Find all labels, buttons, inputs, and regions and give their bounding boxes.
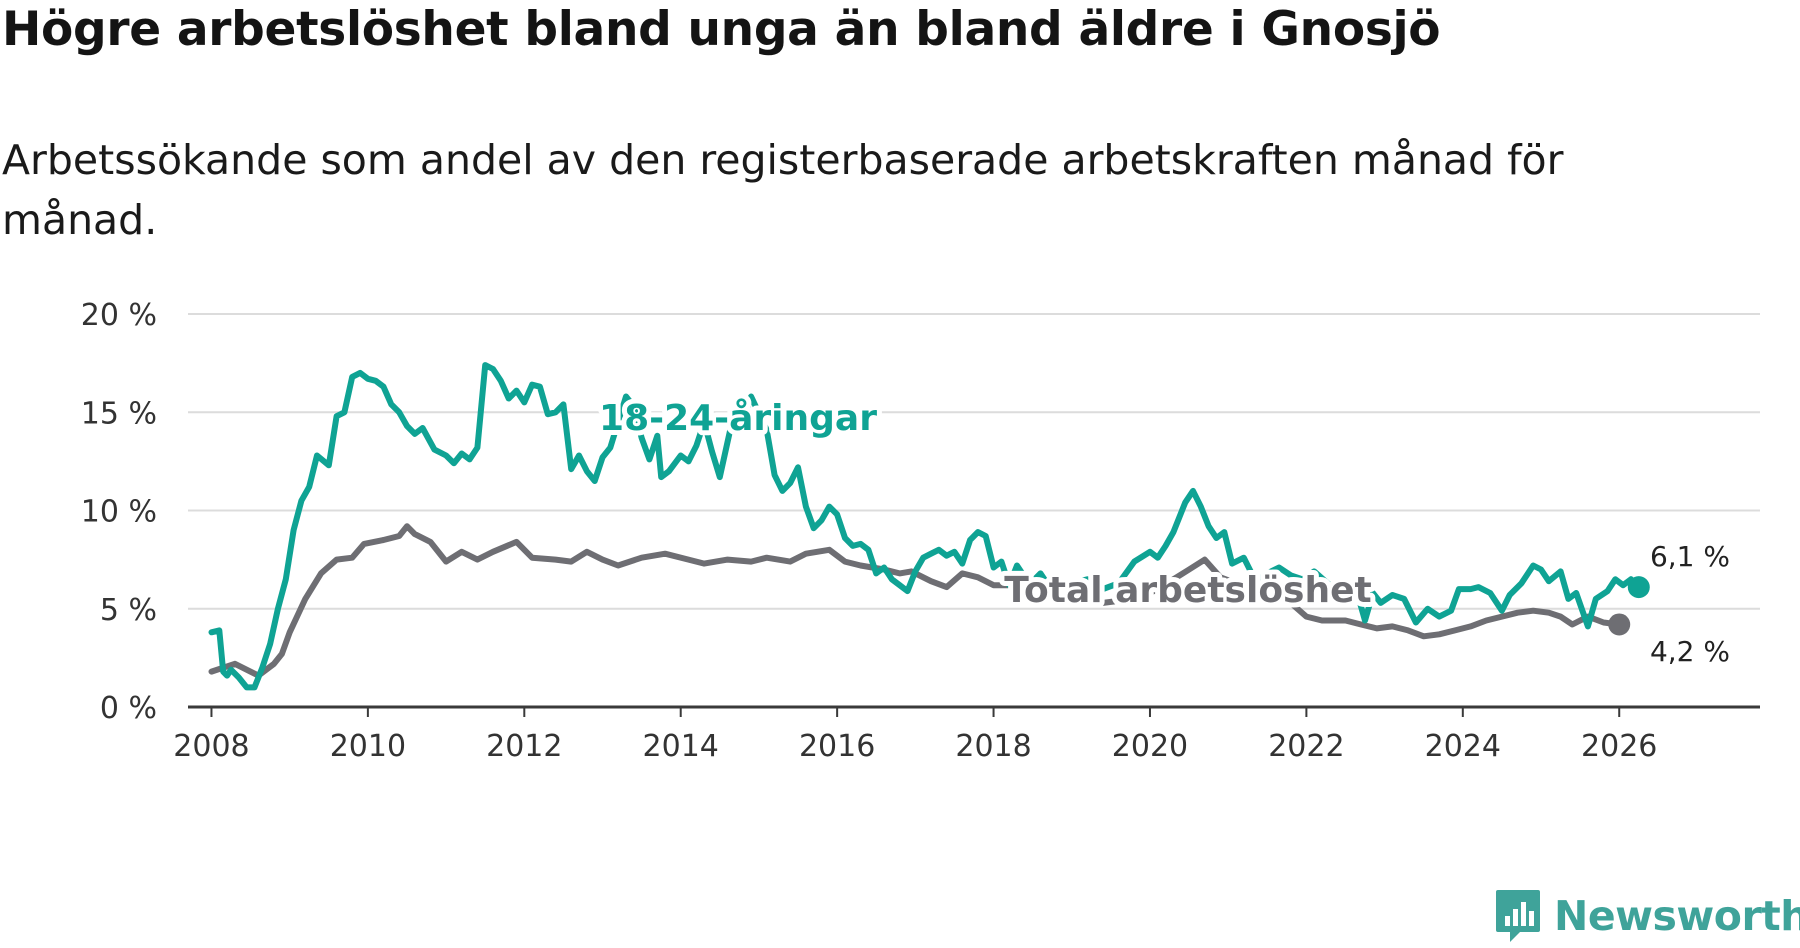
y-tick-label: 20 % — [81, 298, 157, 333]
x-tick-label: 2016 — [799, 729, 875, 764]
x-tick-label: 2008 — [173, 729, 249, 764]
y-tick-label: 0 % — [100, 691, 157, 726]
x-tick-label: 2020 — [1112, 729, 1188, 764]
series-youth-line — [208, 362, 1642, 691]
brand-logo-icon — [1496, 890, 1540, 942]
x-tick-label: 2012 — [486, 729, 562, 764]
chart-subtitle: Arbetssökande som andel av den registerb… — [2, 136, 1564, 244]
chart-title: Högre arbetslöshet bland unga än bland ä… — [2, 2, 1441, 57]
x-tick-label: 2024 — [1425, 729, 1501, 764]
x-tick-label: 2014 — [643, 729, 719, 764]
series-youth-end-marker — [1627, 576, 1650, 599]
series-youth-end-label: 6,1 % — [1650, 540, 1730, 573]
series-total-line — [208, 523, 1623, 679]
x-tick-label: 2026 — [1581, 729, 1657, 764]
y-tick-label: 15 % — [81, 396, 157, 431]
x-tick-label: 2010 — [330, 729, 406, 764]
newsworthy-logo: Newsworthy — [1494, 888, 1800, 944]
series-total-label: Total arbetslöshet — [1004, 570, 1372, 611]
x-tick-label: 2018 — [955, 729, 1031, 764]
y-tick-label: 10 % — [81, 495, 157, 530]
x-tick-label: 2022 — [1268, 729, 1344, 764]
brand-name: Newsworthy — [1554, 892, 1800, 940]
series-youth-label: 18-24-åringar — [599, 398, 877, 439]
series-total-end-marker — [1608, 613, 1631, 636]
series-total-end-label: 4,2 % — [1650, 635, 1730, 668]
y-tick-label: 5 % — [100, 593, 157, 628]
